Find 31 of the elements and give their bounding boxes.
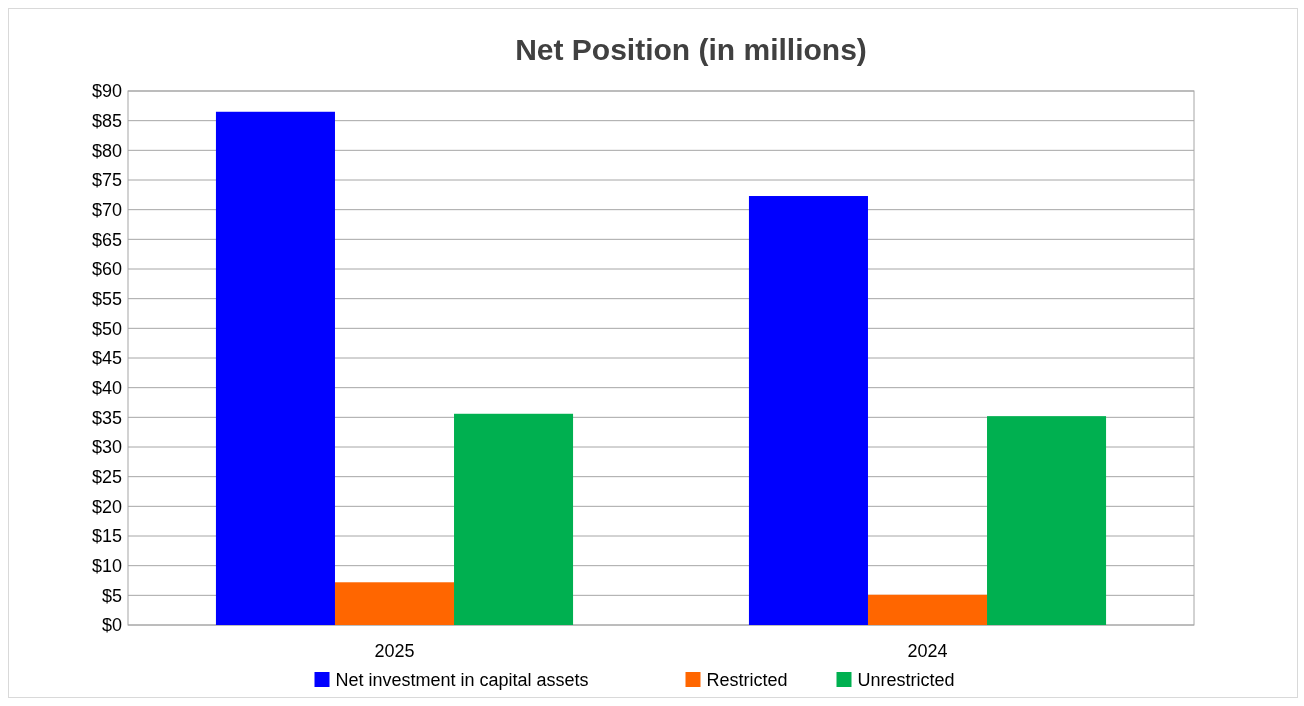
y-tick-label: $25 [91,466,122,487]
legend-label: Unrestricted [857,670,955,690]
bar [748,196,868,625]
y-tick-label: $15 [91,526,122,547]
y-tick-label: $0 [101,615,122,636]
y-tick-label: $35 [91,407,122,428]
y-tick-label: $70 [91,199,122,220]
bar [215,111,335,625]
y-tick-label: $30 [91,437,122,458]
y-tick-label: $10 [91,555,122,576]
legend-label: Restricted [706,670,788,690]
bar [334,582,455,625]
y-tick-label: $5 [101,585,122,606]
y-tick-label: $45 [91,348,122,369]
y-tick-label: $90 [91,81,122,102]
x-tick-label: 2024 [907,641,948,661]
bar [454,413,574,625]
legend-label: Net investment in capital assets [335,670,589,690]
y-tick-label: $65 [91,229,122,250]
y-tick-label: $80 [91,140,122,161]
y-tick-label: $60 [91,259,122,280]
y-tick-label: $55 [91,288,122,309]
y-tick-label: $50 [91,318,122,339]
y-tick-label: $85 [91,110,122,131]
chart-title: Net Position (in millions) [515,33,867,66]
bar [867,594,988,625]
x-tick-label: 2025 [374,641,415,661]
bar [987,416,1107,625]
y-tick-label: $40 [91,377,122,398]
y-tick-label: $75 [91,170,122,191]
y-tick-label: $20 [91,496,122,517]
